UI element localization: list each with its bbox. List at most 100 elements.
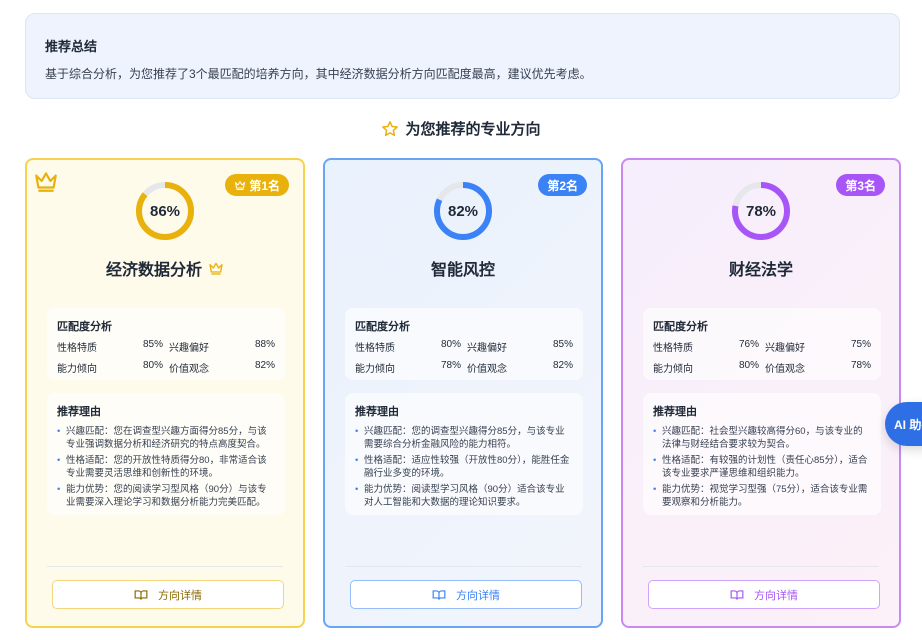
major-name-text: 财经法学 xyxy=(728,262,793,279)
book-icon xyxy=(134,589,148,600)
metric-value: 82% xyxy=(552,360,573,371)
metric-row: 性格特质 76% xyxy=(653,339,759,354)
divider xyxy=(47,566,283,567)
metric-value: 76% xyxy=(738,339,759,350)
direction-detail-button[interactable]: 方向详情 xyxy=(52,580,284,609)
reason-item: 性格适配：您的开放性特质得分80，非常适合该专业需要灵活思维和创新性的环境。 xyxy=(57,454,275,480)
crown-icon xyxy=(235,181,246,190)
crown-icon xyxy=(35,172,57,192)
metric-row: 能力倾向 80% xyxy=(57,360,163,375)
metric-row: 性格特质 80% xyxy=(355,339,461,354)
metric-value: 80% xyxy=(142,360,163,371)
metric-row: 兴趣偏好 88% xyxy=(169,339,275,354)
metric-label: 价值观念 xyxy=(467,364,507,375)
reason-item: 兴趣匹配：您的调查型兴趣得分85分，与该专业需要综合分析金融风险的能力相符。 xyxy=(355,425,573,451)
major-card: 第1名 86% 经济数据分析 匹配度分析 性格特质 85% 兴趣偏好 88% 能力倾向 8… xyxy=(25,158,305,628)
score-text: 78% xyxy=(745,202,777,220)
rank-badge: 第1名 xyxy=(225,174,289,196)
reasons-title: 推荐理由 xyxy=(653,406,697,418)
metric-row: 能力倾向 78% xyxy=(355,360,461,375)
metric-value: 88% xyxy=(254,339,275,350)
match-analysis: 匹配度分析 性格特质 80% 兴趣偏好 85% 能力倾向 78% 价值观念 82% xyxy=(345,308,583,380)
metric-value: 78% xyxy=(440,360,461,371)
detail-label: 方向详情 xyxy=(158,589,202,602)
metric-label: 能力倾向 xyxy=(355,364,395,375)
divider xyxy=(643,566,879,567)
reason-item: 兴趣匹配：您在调查型兴趣方面得分85分，与该专业强调数据分析和经济研究的特点高度… xyxy=(57,425,275,451)
match-score-ring: 86% xyxy=(135,181,195,241)
rank-badge: 第3名 xyxy=(836,174,885,196)
direction-detail-button[interactable]: 方向详情 xyxy=(648,580,880,609)
section-heading-text: 为您推荐的专业方向 xyxy=(405,121,541,138)
reason-item: 性格适配：有较强的计划性（责任心85分），适合该专业要求严谨思维和组织能力。 xyxy=(653,454,871,480)
metric-label: 兴趣偏好 xyxy=(169,343,209,354)
crown-icon xyxy=(209,262,223,275)
major-name: 经济数据分析 xyxy=(27,256,303,280)
metric-value: 80% xyxy=(738,360,759,371)
summary-text: 基于综合分析，为您推荐了3个最匹配的培养方向，其中经济数据分析方向匹配度最高，建… xyxy=(45,67,592,81)
metric-row: 价值观念 82% xyxy=(467,360,573,375)
metric-label: 价值观念 xyxy=(169,364,209,375)
reason-item: 能力优势：视觉学习型强（75分），适合该专业需要观察和分析能力。 xyxy=(653,483,871,509)
ai-assistant-button[interactable]: AI 助手 xyxy=(885,402,922,446)
metric-value: 82% xyxy=(254,360,275,371)
metric-value: 80% xyxy=(440,339,461,350)
metric-label: 性格特质 xyxy=(653,343,693,354)
rank-text: 第3名 xyxy=(845,178,876,193)
match-title: 匹配度分析 xyxy=(57,321,112,333)
metric-row: 兴趣偏好 75% xyxy=(765,339,871,354)
reason-item: 兴趣匹配：社会型兴趣较高得分60，与该专业的法律与财经结合要求较为契合。 xyxy=(653,425,871,451)
reasons-panel: 推荐理由 兴趣匹配：您在调查型兴趣方面得分85分，与该专业强调数据分析和经济研究… xyxy=(47,393,285,515)
metric-label: 兴趣偏好 xyxy=(765,343,805,354)
detail-label: 方向详情 xyxy=(456,589,500,602)
reasons-panel: 推荐理由 兴趣匹配：社会型兴趣较高得分60，与该专业的法律与财经结合要求较为契合… xyxy=(643,393,881,515)
book-icon xyxy=(432,589,446,600)
reasons-panel: 推荐理由 兴趣匹配：您的调查型兴趣得分85分，与该专业需要综合分析金融风险的能力… xyxy=(345,393,583,515)
metric-label: 能力倾向 xyxy=(653,364,693,375)
metric-value: 78% xyxy=(850,360,871,371)
direction-detail-button[interactable]: 方向详情 xyxy=(350,580,582,609)
metric-label: 性格特质 xyxy=(57,343,97,354)
match-analysis: 匹配度分析 性格特质 85% 兴趣偏好 88% 能力倾向 80% 价值观念 82% xyxy=(47,308,285,380)
metric-value: 85% xyxy=(142,339,163,350)
detail-label: 方向详情 xyxy=(754,589,798,602)
metric-label: 价值观念 xyxy=(765,364,805,375)
reason-item: 能力优势：您的阅读学习型风格（90分）与该专业需要深入理论学习和数据分析能力完美… xyxy=(57,483,275,509)
major-card: 第3名 78% 财经法学 匹配度分析 性格特质 76% 兴趣偏好 75% 能力倾向 80%… xyxy=(621,158,901,628)
score-arc xyxy=(136,182,194,240)
metric-value: 85% xyxy=(552,339,573,350)
metric-label: 性格特质 xyxy=(355,343,395,354)
summary-panel: 推荐总结 基于综合分析，为您推荐了3个最匹配的培养方向，其中经济数据分析方向匹配… xyxy=(25,13,900,99)
metric-label: 能力倾向 xyxy=(57,364,97,375)
metric-row: 兴趣偏好 85% xyxy=(467,339,573,354)
metric-row: 价值观念 78% xyxy=(765,360,871,375)
match-score-ring: 82% xyxy=(433,181,493,241)
section-heading: 为您推荐的专业方向 xyxy=(0,118,922,139)
major-name: 智能风控 xyxy=(325,256,601,280)
star-icon xyxy=(382,120,399,136)
match-title: 匹配度分析 xyxy=(653,321,708,333)
major-card: 第2名 82% 智能风控 匹配度分析 性格特质 80% 兴趣偏好 85% 能力倾向 78%… xyxy=(323,158,603,628)
reason-item: 能力优势：阅读型学习风格（90分）适合该专业对人工智能和大数据的理论知识要求。 xyxy=(355,483,573,509)
metric-row: 能力倾向 80% xyxy=(653,360,759,375)
score-arc xyxy=(732,182,790,240)
score-text: 86% xyxy=(149,202,181,220)
metric-label: 兴趣偏好 xyxy=(467,343,507,354)
major-name-text: 智能风控 xyxy=(430,262,495,279)
metric-row: 价值观念 82% xyxy=(169,360,275,375)
rank-badge: 第2名 xyxy=(538,174,587,196)
book-icon xyxy=(730,589,744,600)
score-text: 82% xyxy=(447,202,479,220)
score-arc xyxy=(434,182,492,240)
reasons-title: 推荐理由 xyxy=(57,406,101,418)
summary-title: 推荐总结 xyxy=(45,39,98,54)
reason-item: 性格适配：适应性较强（开放性80分），能胜任金融行业多变的环境。 xyxy=(355,454,573,480)
metric-value: 75% xyxy=(850,339,871,350)
rank-text: 第2名 xyxy=(547,178,578,193)
rank-text: 第1名 xyxy=(249,178,280,193)
top-crown xyxy=(33,168,59,199)
metric-row: 性格特质 85% xyxy=(57,339,163,354)
reasons-title: 推荐理由 xyxy=(355,406,399,418)
match-title: 匹配度分析 xyxy=(355,321,410,333)
major-name-text: 经济数据分析 xyxy=(105,262,202,279)
